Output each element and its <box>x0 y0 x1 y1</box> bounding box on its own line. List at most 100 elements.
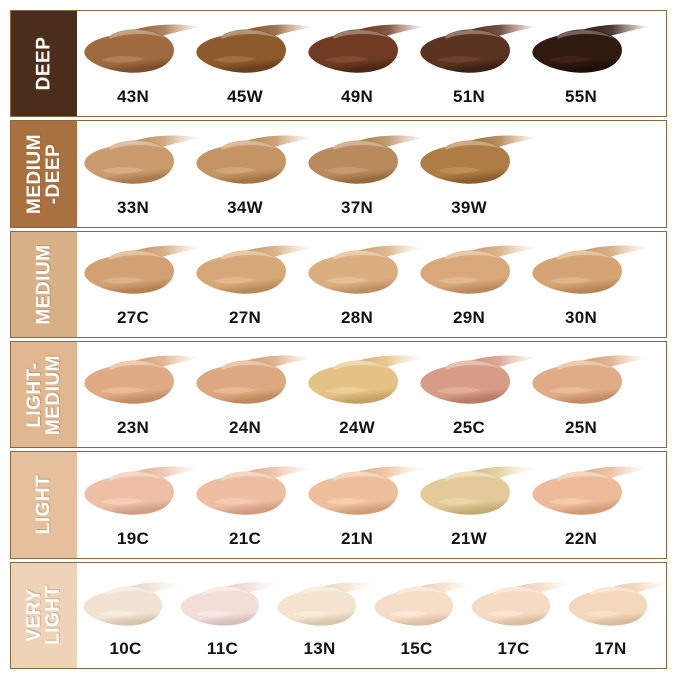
foundation-swatch-27c <box>79 243 207 303</box>
shade-code-51n: 51N <box>452 87 486 107</box>
foundation-swatch-37n <box>303 133 431 193</box>
category-band-medium-deep: MEDIUM -DEEP <box>11 121 77 227</box>
swatch-cell[interactable] <box>174 563 283 638</box>
swatch-cell[interactable] <box>189 342 313 417</box>
foundation-swatch-27n <box>191 243 319 303</box>
swatch-cell[interactable] <box>301 452 425 527</box>
swatch-cell[interactable] <box>465 563 574 638</box>
shade-code-25n: 25N <box>564 418 598 438</box>
shade-row-medium-deep: MEDIUM -DEEP 33N 34W 37N 39W <box>10 120 667 228</box>
swatch-row-body: 33N 34W 37N 39W <box>77 121 666 227</box>
foundation-swatch-30n <box>527 243 655 303</box>
foundation-swatch-39w <box>415 133 543 193</box>
swatch-cell[interactable] <box>525 11 649 86</box>
category-band-light-medium: LIGHT- MEDIUM <box>11 341 77 448</box>
swatch-cell[interactable] <box>271 563 380 638</box>
shade-code-49n: 49N <box>340 87 374 107</box>
shade-code-34w: 34W <box>227 197 263 217</box>
shade-row-light-medium: LIGHT- MEDIUM 23N 24N 24W 25C 25N <box>10 340 667 449</box>
swatch-cell[interactable] <box>525 452 649 527</box>
shade-code-30n: 30N <box>564 307 598 327</box>
category-band-deep: DEEP <box>11 11 77 117</box>
foundation-swatch-55n <box>527 22 655 82</box>
swatch-cell[interactable] <box>189 121 313 196</box>
foundation-swatch-25n <box>527 353 655 413</box>
swatch-cell[interactable] <box>77 121 201 196</box>
swatch-cell[interactable] <box>301 121 425 196</box>
category-label: MEDIUM <box>33 244 55 325</box>
shade-code-55n: 55N <box>564 87 598 107</box>
shade-code-strip: 33N 34W 37N 39W <box>77 197 666 227</box>
foundation-swatch-23n <box>79 353 207 413</box>
foundation-swatch-21w <box>415 464 543 524</box>
shade-code-25c: 25C <box>452 418 486 438</box>
foundation-swatch-33n <box>79 133 207 193</box>
shade-code-28n: 28N <box>340 307 374 327</box>
foundation-swatch-25c <box>415 353 543 413</box>
swatch-strip <box>77 121 666 196</box>
category-label: DEEP <box>33 36 55 91</box>
swatch-strip <box>77 452 666 527</box>
swatch-cell[interactable] <box>368 563 477 638</box>
swatch-cell[interactable] <box>189 452 313 527</box>
swatch-row-body: 43N 45W 49N 51N 55N <box>77 11 666 117</box>
swatch-cell[interactable] <box>77 232 201 307</box>
shade-code-33n: 33N <box>116 197 150 217</box>
shade-row-very-light: VERY LIGHT 10C 11C 13N 15C 17C 17N <box>10 561 671 669</box>
foundation-swatch-43n <box>79 22 207 82</box>
swatch-row-body: 19C 21C 21N 21W 22N <box>77 452 666 558</box>
shade-code-27c: 27C <box>116 307 150 327</box>
shade-code-13n: 13N <box>303 638 336 658</box>
shade-code-39w: 39W <box>451 197 487 217</box>
foundation-swatch-24w <box>303 353 431 413</box>
category-band-medium: MEDIUM <box>11 231 77 337</box>
swatch-cell[interactable] <box>301 342 425 417</box>
swatch-cell[interactable] <box>562 563 671 638</box>
swatch-cell[interactable] <box>525 342 649 417</box>
shade-code-17c: 17C <box>497 638 530 658</box>
swatch-cell[interactable] <box>77 563 186 638</box>
shade-code-strip: 10C 11C 13N 15C 17C 17N <box>77 638 666 668</box>
foundation-swatch-17n <box>564 580 676 634</box>
category-label: LIGHT- MEDIUM <box>24 354 64 435</box>
foundation-swatch-45w <box>191 22 319 82</box>
foundation-swatch-19c <box>79 464 207 524</box>
swatch-cell[interactable] <box>77 11 201 86</box>
foundation-swatch-51n <box>415 22 543 82</box>
swatch-cell[interactable] <box>77 452 201 527</box>
swatch-cell[interactable] <box>301 232 425 307</box>
swatch-cell[interactable] <box>77 342 201 417</box>
shade-code-29n: 29N <box>452 307 486 327</box>
swatch-cell[interactable] <box>413 452 537 527</box>
shade-code-24n: 24N <box>228 418 262 438</box>
swatch-cell[interactable] <box>413 121 537 196</box>
shade-code-19c: 19C <box>116 528 150 548</box>
shade-code-strip: 19C 21C 21N 21W 22N <box>77 528 666 558</box>
shade-code-15c: 15C <box>400 638 433 658</box>
shade-row-deep: DEEP 43N 45W 49N 51N 55N <box>10 10 667 118</box>
swatch-cell[interactable] <box>413 232 537 307</box>
swatch-cell[interactable] <box>189 232 313 307</box>
foundation-swatch-24n <box>191 353 319 413</box>
foundation-swatch-21c <box>191 464 319 524</box>
swatch-cell[interactable] <box>525 232 649 307</box>
shade-code-21w: 21W <box>451 528 487 548</box>
shade-code-45w: 45W <box>227 87 263 107</box>
foundation-swatch-29n <box>415 243 543 303</box>
foundation-swatch-21n <box>303 464 431 524</box>
swatch-strip <box>77 563 671 638</box>
shade-code-strip: 27C 27N 28N 29N 30N <box>77 307 666 337</box>
shade-code-21c: 21C <box>228 528 262 548</box>
shade-code-17n: 17N <box>594 638 627 658</box>
foundation-swatch-22n <box>527 464 655 524</box>
swatch-cell[interactable] <box>413 342 537 417</box>
shade-row-medium: MEDIUM 27C 27N 28N 29N 30N <box>10 230 667 338</box>
shade-code-43n: 43N <box>116 87 150 107</box>
shade-code-10c: 10C <box>109 638 142 658</box>
swatch-cell[interactable] <box>189 11 313 86</box>
shade-code-27n: 27N <box>228 307 262 327</box>
shade-code-strip: 43N 45W 49N 51N 55N <box>77 86 666 116</box>
swatch-cell[interactable] <box>301 11 425 86</box>
shade-code-11c: 11C <box>206 638 239 658</box>
swatch-cell[interactable] <box>413 11 537 86</box>
